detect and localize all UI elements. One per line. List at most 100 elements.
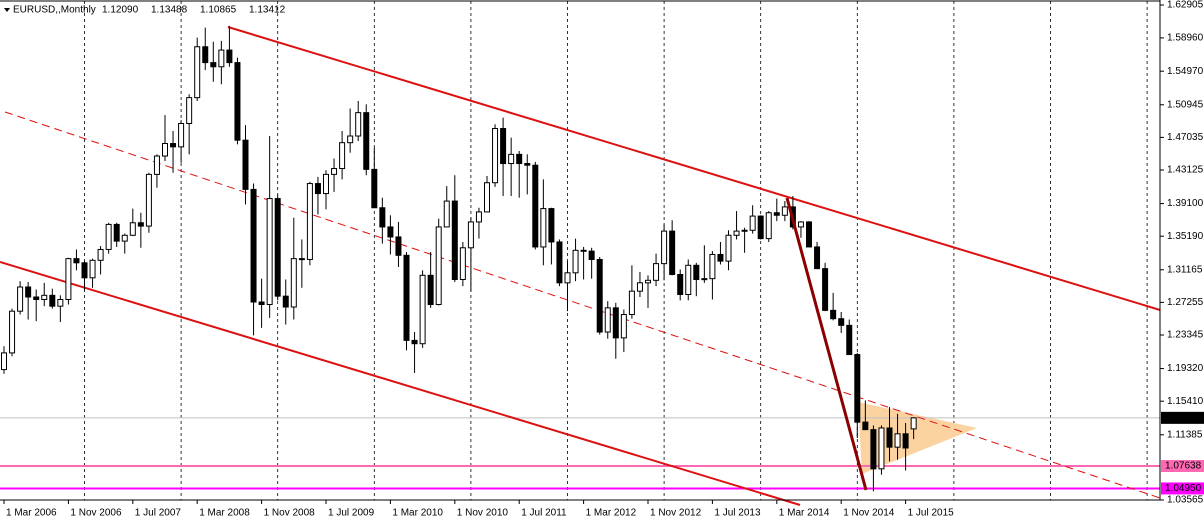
price-label: 1.04950 — [1165, 483, 1202, 494]
candle-body — [97, 248, 104, 261]
candle-body — [49, 294, 56, 307]
x-tick-label: 1 Nov 2008 — [264, 508, 316, 519]
candle-body — [379, 207, 386, 228]
x-tick-label: 1 Jul 2007 — [135, 508, 182, 519]
x-tick-label: 1 Mar 2006 — [6, 508, 57, 519]
y-tick-label: 1.50945 — [1167, 99, 1204, 110]
y-tick-label: 1.03565 — [1167, 495, 1204, 506]
candle-body — [628, 290, 635, 316]
candle-body — [862, 421, 869, 431]
candle-body — [645, 279, 651, 284]
header-value: 1.12090 — [102, 5, 139, 16]
price-label-box — [1161, 460, 1204, 473]
candle-body — [500, 127, 507, 165]
candle-body — [17, 286, 24, 312]
x-tick-label: 1 Jul 2009 — [328, 508, 375, 519]
candle-body — [797, 221, 804, 228]
candle-body — [226, 49, 233, 64]
candle-body — [323, 173, 329, 195]
trend-line — [785, 197, 868, 491]
candle-body — [210, 62, 217, 68]
candle-body — [830, 309, 837, 320]
candle-body — [588, 250, 595, 260]
candle-body — [620, 314, 627, 339]
y-tick-label: 1.39100 — [1167, 198, 1204, 209]
candle-body — [717, 253, 724, 262]
y-tick-label: 1.27255 — [1167, 297, 1204, 308]
candle-body — [73, 258, 80, 264]
candle-body — [435, 226, 442, 306]
candle-body — [854, 354, 861, 423]
symbol: EURUSD,,Monthly — [13, 5, 96, 16]
x-tick-label: 1 Mar 2010 — [392, 508, 443, 519]
candle-body — [81, 262, 88, 279]
x-tick-label: 1 Nov 2010 — [457, 508, 509, 519]
candle-body — [548, 208, 555, 243]
header-value: 1.13412 — [249, 5, 286, 16]
candle-body — [838, 318, 845, 326]
candle-body — [419, 274, 426, 345]
candle-body — [250, 188, 257, 303]
y-tick-label: 1.62905 — [1167, 0, 1204, 11]
candle-body — [653, 263, 660, 281]
y-tick-label: 1.54970 — [1167, 66, 1204, 77]
y-tick-label: 1.43125 — [1167, 165, 1204, 176]
candle-body — [709, 253, 716, 280]
candle-body — [89, 259, 96, 279]
candle-body — [290, 258, 297, 308]
price-label-box — [1161, 411, 1204, 424]
x-tick-label: 1 Nov 2012 — [650, 508, 702, 519]
x-tick-label: 1 Nov 2006 — [70, 508, 122, 519]
candle-body — [806, 221, 812, 248]
candle-body — [387, 226, 394, 238]
candle-body — [298, 258, 305, 261]
price-label: 1.07638 — [1165, 461, 1202, 472]
price-label: 1.13412 — [1165, 412, 1202, 423]
candle-body — [137, 222, 144, 227]
candle-body — [242, 139, 249, 190]
candle-body — [596, 258, 603, 333]
y-tick-label: 1.47035 — [1167, 132, 1204, 143]
candle-body — [604, 307, 611, 333]
candle-body — [234, 62, 241, 141]
x-tick-label: 1 Mar 2008 — [199, 508, 250, 519]
candle-body — [371, 168, 378, 209]
y-tick-label: 1.15410 — [1167, 396, 1204, 407]
candle-body — [814, 246, 821, 270]
candle-body — [773, 212, 780, 216]
candle-body — [1, 352, 7, 371]
candle-body — [331, 168, 338, 175]
y-tick-label: 1.11385 — [1167, 429, 1203, 440]
candle-body — [572, 249, 579, 274]
candle-body — [910, 417, 917, 430]
candle-body — [178, 122, 185, 148]
candle-body — [725, 234, 732, 262]
candle-body — [274, 198, 281, 297]
candle-body — [65, 258, 72, 301]
candle-body — [701, 278, 708, 281]
candle-body — [532, 164, 539, 248]
x-tick-label: 1 Mar 2014 — [779, 508, 830, 519]
price-lines — [0, 417, 1160, 490]
candle-body — [781, 206, 788, 216]
candle-body — [162, 143, 168, 157]
candle-body — [822, 268, 829, 311]
candle-body — [170, 143, 177, 148]
candle-body — [902, 433, 909, 449]
candle-body — [105, 223, 112, 250]
candle-body — [757, 215, 764, 240]
candle-body — [443, 200, 450, 228]
candle-body — [194, 46, 201, 99]
candle-body — [677, 273, 684, 296]
candle-body — [741, 229, 748, 232]
y-tick-label: 1.58960 — [1167, 33, 1204, 44]
candle-body — [282, 295, 289, 308]
candle-body — [25, 286, 32, 298]
candle-body — [508, 153, 515, 165]
candle-body — [395, 236, 402, 256]
candle-body — [878, 427, 885, 470]
candle-body — [33, 296, 40, 301]
candle-body — [516, 153, 523, 165]
header-value: 1.10865 — [200, 5, 237, 16]
candle-body — [202, 46, 209, 64]
